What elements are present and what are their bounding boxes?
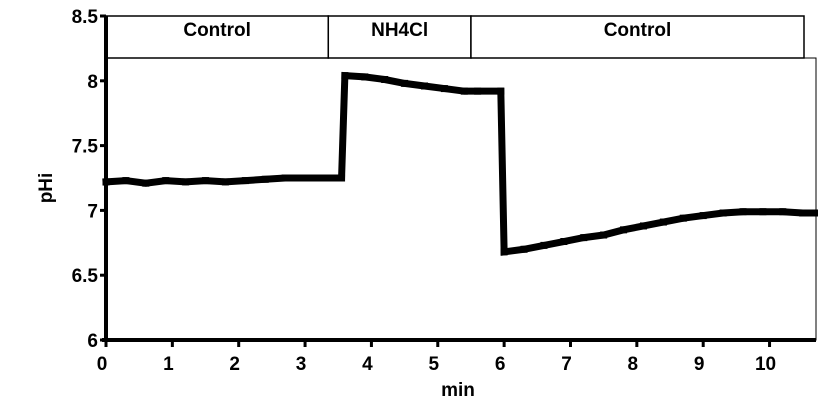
- data-point: [321, 174, 329, 182]
- x-tick-label: 6: [495, 354, 506, 375]
- data-point: [812, 209, 818, 217]
- x-tick-label: 1: [163, 354, 174, 375]
- x-axis-title: min: [441, 380, 475, 401]
- data-point: [241, 177, 249, 185]
- series-layer: [102, 71, 818, 256]
- data-point: [739, 208, 747, 216]
- data-point: [341, 72, 349, 80]
- condition-label: Control: [604, 20, 672, 41]
- condition-bar: Control NH4Cl Control: [105, 15, 805, 59]
- condition-label: NH4Cl: [371, 20, 428, 41]
- condition-segment: [327, 15, 472, 59]
- data-point: [182, 178, 190, 186]
- y-axis-title: pHi: [36, 173, 57, 204]
- plot-frame: [105, 57, 817, 341]
- data-point: [401, 79, 409, 87]
- condition-segment: [470, 15, 805, 59]
- data-point: [639, 222, 647, 230]
- data-point: [500, 248, 508, 256]
- x-tick-label: 7: [561, 354, 572, 375]
- data-point: [221, 178, 229, 186]
- x-tick-label: 2: [229, 354, 240, 375]
- data-point: [421, 82, 429, 90]
- data-point: [620, 226, 628, 234]
- x-tick-label: 0: [97, 354, 108, 375]
- data-point: [338, 174, 346, 182]
- y-tick-label: 7.5: [72, 137, 99, 158]
- data-point: [699, 212, 707, 220]
- x-tick-label: 5: [428, 354, 439, 375]
- data-point: [281, 174, 289, 182]
- data-point: [759, 208, 767, 216]
- data-point: [799, 209, 807, 217]
- data-point: [679, 214, 687, 222]
- x-tick-label: 9: [694, 354, 705, 375]
- data-point: [540, 241, 548, 249]
- condition-segment: [105, 15, 330, 59]
- y-tick-label: 8.5: [72, 7, 99, 28]
- data-point: [162, 177, 170, 185]
- data-point: [600, 231, 608, 239]
- data-point: [381, 76, 389, 84]
- data-point: [474, 87, 482, 95]
- data-point: [102, 178, 110, 186]
- y-tick-label: 7: [87, 201, 98, 222]
- data-point: [202, 177, 210, 185]
- data-point: [779, 208, 787, 216]
- data-point: [659, 218, 667, 226]
- condition-label: Control: [183, 20, 251, 41]
- data-point: [122, 177, 130, 185]
- x-tick-label: 4: [362, 354, 373, 375]
- data-point: [361, 73, 369, 81]
- data-point: [261, 175, 269, 183]
- data-point: [580, 234, 588, 242]
- data-point: [301, 174, 309, 182]
- data-point: [560, 238, 568, 246]
- data-point: [460, 87, 468, 95]
- data-point: [142, 179, 150, 187]
- data-point: [440, 85, 448, 93]
- axes: 6 6.5 7 7.5 8 8.5 0 1 2 3 4 5 6 7 8 9 10: [72, 7, 816, 375]
- x-tick-label: 3: [296, 354, 307, 375]
- y-tick-label: 8: [87, 72, 98, 93]
- plot-area: [105, 57, 817, 341]
- x-tick-label: 8: [628, 354, 639, 375]
- data-point: [719, 209, 727, 217]
- y-tick-label: 6: [87, 331, 98, 352]
- data-point: [497, 87, 505, 95]
- x-tick-label: 10: [755, 354, 776, 375]
- data-point: [520, 245, 528, 253]
- y-tick-label: 6.5: [72, 266, 99, 287]
